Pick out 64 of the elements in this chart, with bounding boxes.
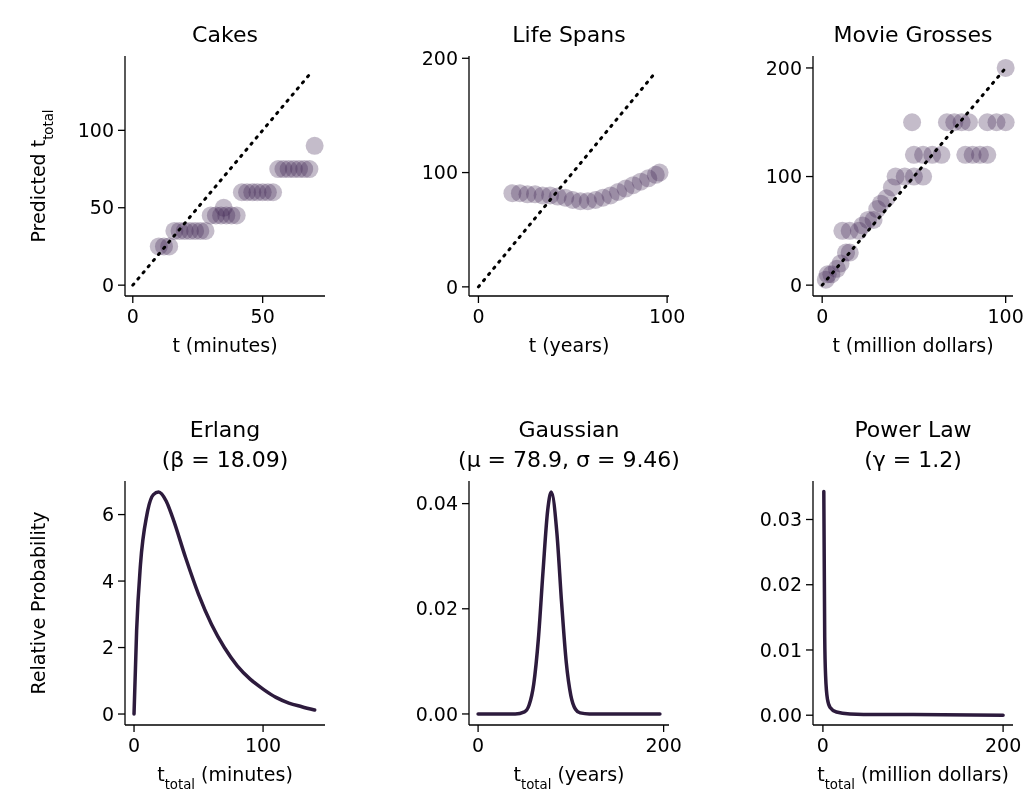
chart-title: Life Spans bbox=[512, 22, 626, 47]
point bbox=[914, 167, 933, 186]
chart-subtitle: (β = 18.09) bbox=[161, 447, 289, 472]
x-tick-label: 100 bbox=[987, 305, 1024, 327]
y-tick-label: 0.00 bbox=[759, 703, 802, 726]
point bbox=[264, 183, 283, 202]
x-tick-label: 0 bbox=[472, 305, 485, 327]
y-tick-label: 50 bbox=[89, 196, 114, 219]
x-axis-title: t (years) bbox=[528, 334, 610, 356]
point bbox=[227, 206, 246, 225]
y-tick-label: 0.02 bbox=[759, 573, 802, 596]
point bbox=[932, 145, 951, 164]
x-tick-label: 0 bbox=[127, 734, 141, 756]
x-tick-label: 0 bbox=[126, 305, 139, 327]
point bbox=[300, 160, 319, 179]
y-tick-label: 0 bbox=[101, 702, 114, 725]
chart-title: Movie Grosses bbox=[833, 22, 993, 47]
y-tick-label: 6 bbox=[101, 503, 114, 526]
y-tick-label: 200 bbox=[421, 46, 458, 69]
y-tick-label: 2 bbox=[101, 636, 114, 659]
y-tick-label: 0.03 bbox=[759, 508, 802, 531]
x-tick-label: 100 bbox=[244, 734, 282, 756]
y-axis-title: Relative Probability bbox=[27, 511, 49, 695]
chart-subtitle: (μ = 78.9, σ = 9.46) bbox=[458, 447, 680, 472]
chart-title: Power Law bbox=[854, 417, 972, 442]
x-axis-title: t$_{total}$ (minutes) bbox=[157, 763, 293, 789]
x-axis-title: t$_{total}$ (years) bbox=[513, 763, 625, 789]
y-tick-label: 0.00 bbox=[415, 702, 458, 725]
y-tick-label: 100 bbox=[77, 118, 114, 141]
line-series bbox=[822, 489, 1005, 717]
x-axis-title: t$_{total}$ (million dollars) bbox=[817, 763, 1009, 789]
x-tick-label: 0 bbox=[472, 734, 485, 756]
point bbox=[305, 136, 324, 155]
point bbox=[196, 221, 215, 240]
point bbox=[959, 113, 978, 132]
y-tick-label: 4 bbox=[101, 569, 114, 592]
chart-title: Gaussian bbox=[518, 417, 620, 442]
chart-title: Cakes bbox=[192, 22, 258, 47]
point bbox=[650, 163, 669, 182]
point bbox=[978, 145, 997, 164]
x-tick-label: 100 bbox=[648, 305, 686, 327]
y-tick-label: 0.04 bbox=[415, 492, 458, 515]
x-tick-label: 0 bbox=[816, 734, 829, 756]
y-tick-label: 100 bbox=[765, 165, 802, 188]
y-tick-label: 0.01 bbox=[759, 638, 802, 661]
line-series bbox=[476, 490, 662, 716]
y-tick-label: 0 bbox=[789, 273, 802, 296]
line-series bbox=[132, 490, 317, 716]
y-tick-label: 0 bbox=[101, 273, 114, 296]
x-axis-title: t (million dollars) bbox=[832, 334, 994, 356]
chart-title: Erlang bbox=[189, 417, 261, 442]
x-tick-label: 200 bbox=[645, 734, 682, 756]
y-tick-label: 100 bbox=[421, 161, 458, 184]
chart-subtitle: (γ = 1.2) bbox=[864, 447, 962, 472]
x-tick-label: 50 bbox=[250, 305, 275, 327]
x-tick-label: 200 bbox=[984, 734, 1022, 756]
y-tick-label: 0.02 bbox=[415, 597, 458, 620]
point bbox=[996, 58, 1015, 77]
point bbox=[903, 113, 922, 132]
y-tick-label: 0 bbox=[445, 275, 458, 298]
y-tick-label: 200 bbox=[765, 56, 802, 79]
x-axis-title: t (minutes) bbox=[172, 334, 278, 356]
x-tick-label: 0 bbox=[816, 305, 829, 327]
point bbox=[996, 113, 1015, 132]
